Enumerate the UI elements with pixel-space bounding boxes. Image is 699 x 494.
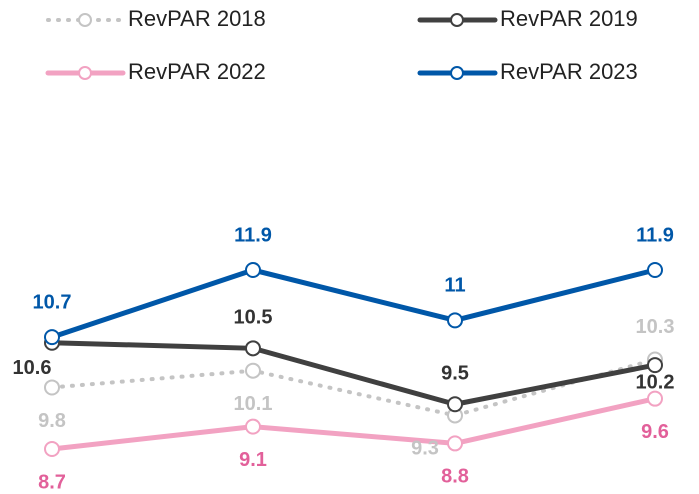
data-label: 10.5 <box>234 307 273 329</box>
series-line <box>49 396 658 452</box>
point <box>447 396 463 413</box>
data-label: 10.1 <box>234 393 273 415</box>
data-label: 9.5 <box>441 363 469 385</box>
point <box>245 340 261 357</box>
legend-label: RevPAR 2022 <box>128 59 266 84</box>
point <box>447 312 463 329</box>
legend-label: RevPAR 2018 <box>128 6 266 31</box>
point <box>245 418 261 435</box>
legend-marker <box>450 66 464 80</box>
legend-label: RevPAR 2023 <box>500 59 638 84</box>
data-label: 9.6 <box>641 421 669 443</box>
data-label: 10.6 <box>13 357 52 379</box>
data-label: 11.9 <box>636 224 674 246</box>
point <box>447 435 463 452</box>
point <box>245 362 261 379</box>
series-line <box>49 267 658 340</box>
legend-label: RevPAR 2019 <box>500 6 638 31</box>
point <box>44 379 60 396</box>
data-label: 8.7 <box>38 471 66 493</box>
series-line <box>50 357 657 418</box>
data-label: 10.7 <box>33 291 72 313</box>
data-label: 10.2 <box>636 371 675 393</box>
data-label: 11.9 <box>234 224 272 246</box>
point <box>245 262 261 278</box>
data-label: 8.8 <box>441 466 469 488</box>
data-label: 9.3 <box>411 438 439 460</box>
legend-marker <box>450 13 464 27</box>
point <box>44 441 60 457</box>
point <box>44 329 60 346</box>
legend-marker <box>78 13 92 27</box>
data-label: 10.3 <box>636 316 675 338</box>
point <box>647 390 663 407</box>
series-line <box>49 340 658 407</box>
legend-marker <box>78 66 92 80</box>
point <box>647 262 663 278</box>
data-label: 9.1 <box>239 449 267 471</box>
data-label: 11 <box>444 275 465 297</box>
point <box>647 357 663 374</box>
data-label: 9.8 <box>38 410 66 432</box>
